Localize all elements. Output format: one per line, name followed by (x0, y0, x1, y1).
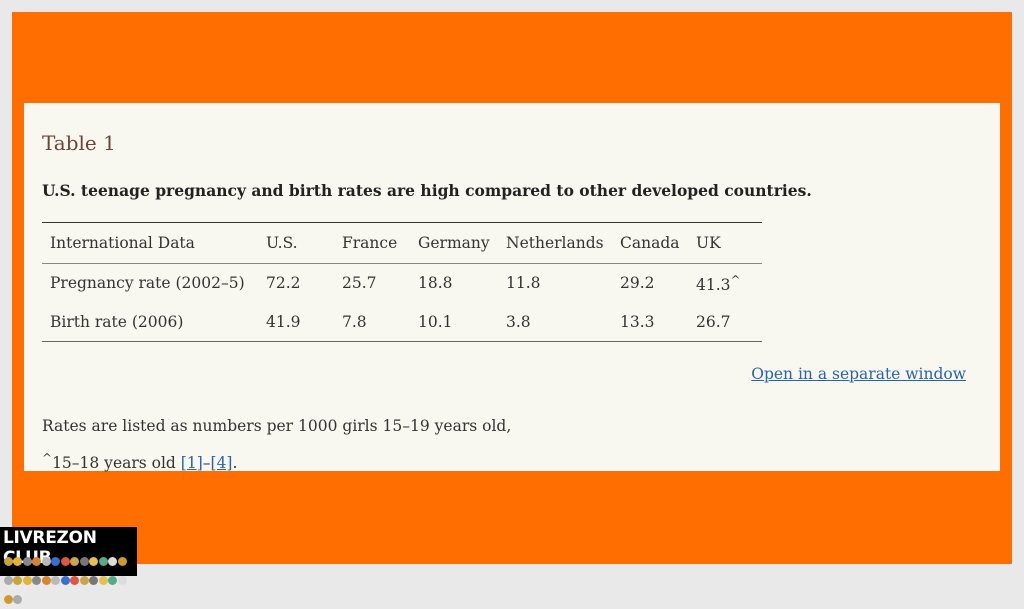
coin-icon (117, 576, 127, 585)
coin-icon (89, 576, 98, 585)
content-panel: Table 1 U.S. teenage pregnancy and birth… (24, 103, 1000, 472)
coin-icon (3, 595, 13, 604)
reference-link-1[interactable]: [1] (180, 454, 203, 473)
coin-icon (51, 576, 60, 585)
table-notes: Rates are listed as numbers per 1000 gir… (42, 410, 511, 479)
table-row: Pregnancy rate (2002–5) 72.2 25.7 18.8 1… (42, 264, 762, 303)
cell-france: 7.8 (342, 312, 367, 331)
table-row: Birth rate (2006) 41.9 7.8 10.1 3.8 13.3… (42, 303, 762, 342)
header-canada: Canada (612, 222, 688, 264)
notes-mark: ^ (42, 451, 53, 465)
row-label: Birth rate (2006) (50, 312, 184, 331)
coin-icon (60, 576, 70, 585)
coin-icon (79, 576, 89, 585)
cell-canada: 29.2 (620, 274, 655, 293)
header-us: U.S. (258, 222, 334, 264)
cell-uk-value: 41.3 (696, 275, 731, 294)
coin-icon (89, 557, 98, 566)
coin-icon (22, 557, 32, 566)
notes-line-1: Rates are listed as numbers per 1000 gir… (42, 417, 512, 435)
coin-icon (3, 576, 13, 585)
table-header-row: International Data U.S. France Germany N… (42, 222, 762, 264)
coin-icon (3, 557, 13, 566)
coin-icon (13, 576, 22, 585)
reference-dash: – (202, 454, 211, 473)
coin-icon (98, 557, 108, 566)
header-netherlands: Netherlands (498, 222, 612, 264)
notes-line-2-text: 15–18 years old (52, 454, 181, 473)
cell-uk: 26.7 (696, 312, 731, 331)
crypto-coins-icon (3, 552, 135, 609)
reference-link-4[interactable]: [4] (210, 454, 233, 473)
cell-germany: 18.8 (418, 274, 453, 293)
coin-icon (51, 557, 60, 566)
coin-icon (13, 595, 22, 604)
row-label: Pregnancy rate (2002–5) (50, 274, 245, 293)
channel-logo: LIVREZON CLUB (0, 527, 137, 604)
coin-icon (60, 557, 70, 566)
header-international-data: International Data (42, 222, 258, 264)
cell-netherlands: 11.8 (506, 274, 541, 293)
uk-footnote-mark: ^ (730, 272, 741, 287)
notes-period: . (232, 454, 238, 473)
coin-icon (117, 557, 127, 566)
coin-icon (32, 557, 41, 566)
header-uk: UK (688, 222, 762, 264)
coin-icon (98, 576, 108, 585)
cell-france: 25.7 (342, 274, 377, 293)
cell-germany: 10.1 (418, 312, 453, 331)
cell-uk: 41.3^ (688, 264, 762, 303)
cell-us: 72.2 (266, 274, 301, 293)
coin-icon (22, 576, 32, 585)
coin-icon (108, 557, 117, 566)
cell-netherlands: 3.8 (506, 312, 531, 331)
notes-line-2: ^15–18 years old [1]–[4]. (42, 442, 511, 479)
header-germany: Germany (410, 222, 498, 264)
header-france: France (334, 222, 410, 264)
coin-icon (79, 557, 89, 566)
coin-icon (32, 576, 41, 585)
coin-icon (70, 557, 79, 566)
table-label: Table 1 (42, 131, 116, 155)
cell-canada: 13.3 (620, 312, 655, 331)
coin-icon (41, 557, 51, 566)
data-table: International Data U.S. France Germany N… (42, 222, 762, 342)
coin-icon (41, 576, 51, 585)
coin-icon (13, 557, 22, 566)
table-caption: U.S. teenage pregnancy and birth rates a… (42, 181, 812, 200)
open-separate-window-link[interactable]: Open in a separate window (751, 365, 966, 383)
cell-us: 41.9 (266, 312, 301, 331)
coin-icon (70, 576, 79, 585)
coin-icon (108, 576, 117, 585)
